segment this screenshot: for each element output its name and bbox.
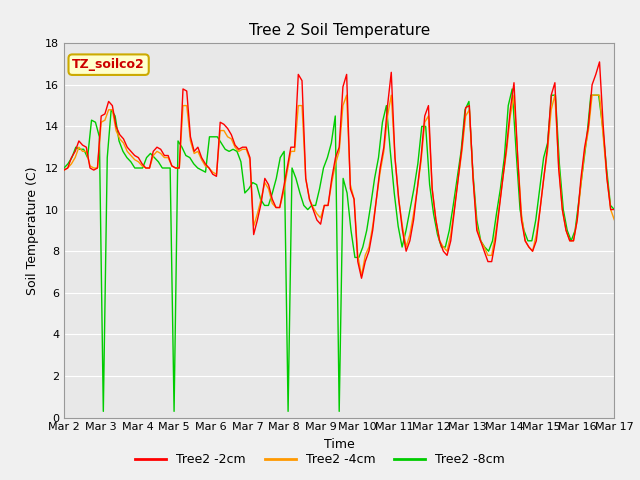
Y-axis label: Soil Temperature (C): Soil Temperature (C) [26, 166, 40, 295]
Title: Tree 2 Soil Temperature: Tree 2 Soil Temperature [248, 23, 430, 38]
X-axis label: Time: Time [324, 438, 355, 451]
Legend: Tree2 -2cm, Tree2 -4cm, Tree2 -8cm: Tree2 -2cm, Tree2 -4cm, Tree2 -8cm [130, 448, 510, 471]
Text: TZ_soilco2: TZ_soilco2 [72, 58, 145, 71]
